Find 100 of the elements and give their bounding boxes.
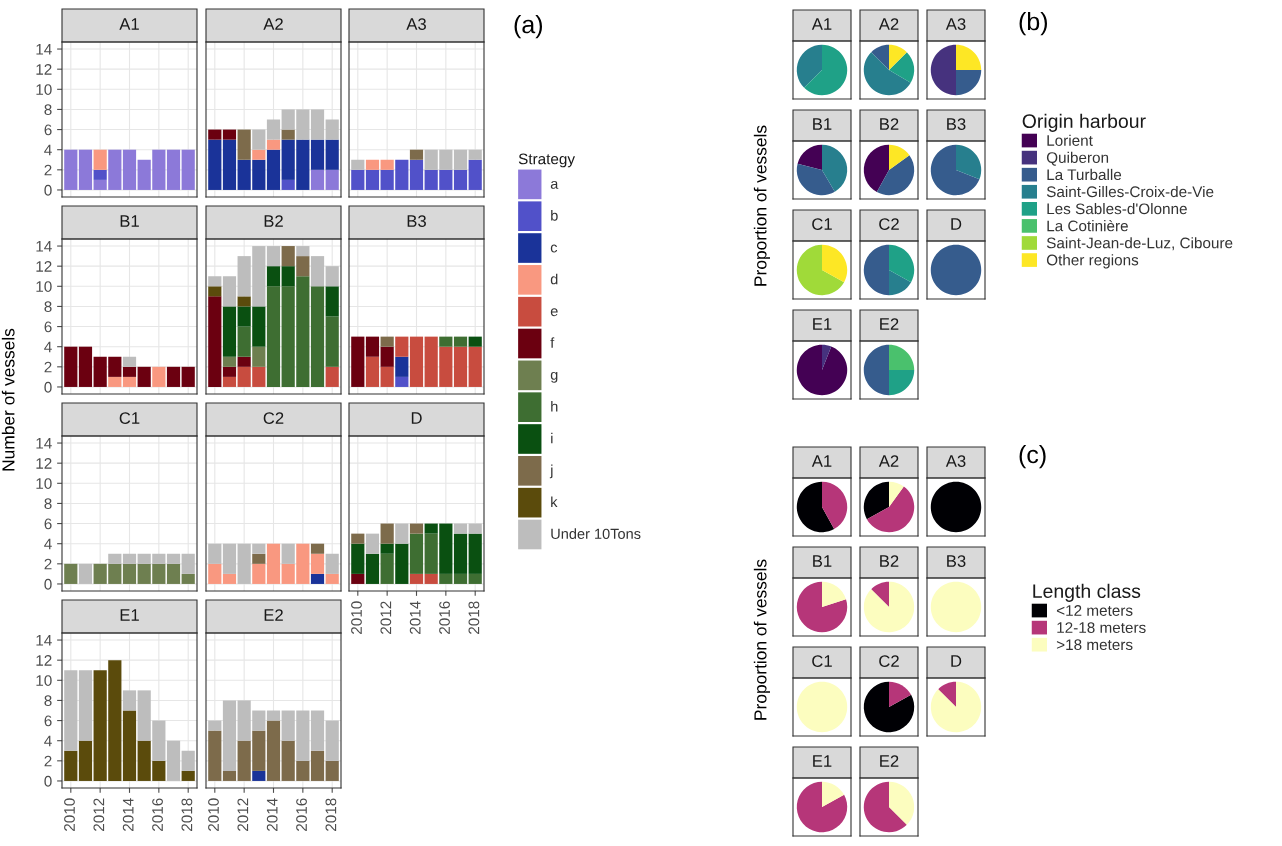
bar — [395, 356, 409, 377]
bar — [208, 296, 222, 387]
bar — [380, 523, 394, 544]
x-tick-label: 2010 — [64, 798, 75, 831]
y-tick-label: 4 — [44, 735, 52, 747]
pie-slice — [863, 244, 889, 296]
y-tick-label: 0 — [44, 775, 52, 787]
bar — [252, 129, 266, 150]
bar — [222, 700, 237, 771]
bar — [325, 573, 339, 584]
legend-label: a — [550, 180, 559, 189]
pie-slice — [863, 481, 889, 520]
bar — [325, 553, 339, 574]
pie-slice — [863, 144, 889, 193]
chart-title: C2 — [879, 655, 899, 667]
bar — [266, 246, 281, 267]
y-axis-title: Number of vessels — [1, 328, 15, 471]
chart-title: A2 — [878, 18, 899, 30]
x-tick-label: 2012 — [380, 601, 392, 634]
bar — [310, 750, 325, 781]
pie-slice — [822, 244, 848, 283]
bar — [351, 533, 365, 544]
pie-slice — [889, 370, 915, 396]
chart-title: A2 — [878, 455, 899, 467]
x-tick-label: 2018 — [468, 601, 480, 634]
y-tick-label: 2 — [44, 361, 52, 373]
bar — [93, 149, 107, 170]
bar — [222, 276, 237, 307]
chart-title: A1 — [811, 18, 832, 30]
legend-title: Strategy — [518, 153, 575, 168]
bar — [64, 149, 78, 190]
pie-slice — [956, 44, 982, 70]
pie-slice — [876, 155, 915, 196]
bar — [468, 346, 482, 387]
pie-slice — [804, 44, 848, 96]
pie-slice — [822, 344, 832, 370]
bar — [252, 553, 266, 564]
bar — [395, 336, 409, 357]
y-tick-label: 2 — [44, 755, 52, 767]
pie-slice — [822, 144, 848, 192]
x-tick-label: 2014 — [409, 601, 421, 634]
chart-title: A3 — [406, 18, 426, 30]
bar — [266, 266, 281, 287]
bar — [78, 740, 93, 781]
bar — [222, 306, 237, 357]
chart-title: E2 — [264, 609, 283, 621]
bar — [310, 710, 325, 751]
bar — [281, 266, 295, 287]
bar — [122, 376, 137, 387]
pie-slice — [822, 781, 845, 807]
bar — [237, 356, 251, 367]
bar — [365, 553, 380, 584]
bar — [266, 149, 281, 190]
chart-title: C1 — [119, 412, 140, 424]
bar — [166, 553, 181, 564]
bar — [222, 356, 237, 367]
bar — [266, 139, 281, 150]
bar — [409, 336, 424, 387]
bar — [208, 720, 222, 731]
bar — [237, 296, 251, 307]
bar — [166, 149, 181, 190]
bar — [222, 139, 237, 190]
chart-title: B1 — [813, 118, 832, 130]
bar — [310, 543, 325, 554]
bar — [310, 573, 325, 584]
chart-title: E2 — [880, 755, 899, 767]
bar — [237, 129, 251, 160]
bar — [166, 740, 181, 781]
y-tick-label: 6 — [44, 715, 52, 727]
chart-title: C1 — [812, 218, 832, 230]
text: (b) — [1019, 12, 1047, 36]
legend-label: Quiberon — [1046, 151, 1109, 166]
bar — [351, 573, 365, 584]
bar — [222, 543, 237, 574]
bar — [78, 670, 93, 741]
bar — [439, 336, 453, 347]
chart-title: E1 — [813, 318, 832, 330]
bar — [409, 573, 424, 584]
bar — [122, 366, 137, 377]
legend-label: d — [550, 273, 558, 285]
legend-label: Other regions — [1046, 254, 1139, 269]
text: Proportion of vessels — [753, 125, 770, 286]
bar — [453, 346, 468, 387]
bar — [281, 129, 295, 140]
bar — [325, 720, 339, 761]
pie-slice — [930, 681, 982, 733]
legend-title: Origin harbour — [1022, 113, 1146, 132]
legend-label: 12-18 meters — [1057, 622, 1146, 633]
pie-slice — [796, 344, 848, 396]
chart-title: B3 — [947, 118, 966, 130]
pie-slice — [863, 781, 907, 833]
pie-slice — [796, 244, 845, 296]
bar — [122, 710, 137, 781]
bar — [310, 553, 325, 574]
chart-title: E2 — [880, 318, 899, 330]
bar — [325, 169, 339, 190]
pie-slice — [822, 481, 848, 530]
chart-title: D — [951, 218, 962, 230]
bar — [325, 119, 339, 140]
bar — [409, 533, 424, 574]
